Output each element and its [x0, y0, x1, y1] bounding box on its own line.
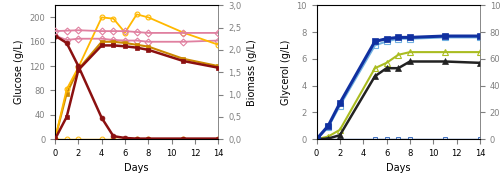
Y-axis label: Biomass (g/L): Biomass (g/L)	[247, 39, 257, 106]
X-axis label: Days: Days	[386, 164, 410, 173]
Y-axis label: Glucose (g/L): Glucose (g/L)	[14, 40, 24, 104]
X-axis label: Days: Days	[124, 164, 149, 173]
Y-axis label: Glycerol (g/L): Glycerol (g/L)	[281, 39, 291, 105]
